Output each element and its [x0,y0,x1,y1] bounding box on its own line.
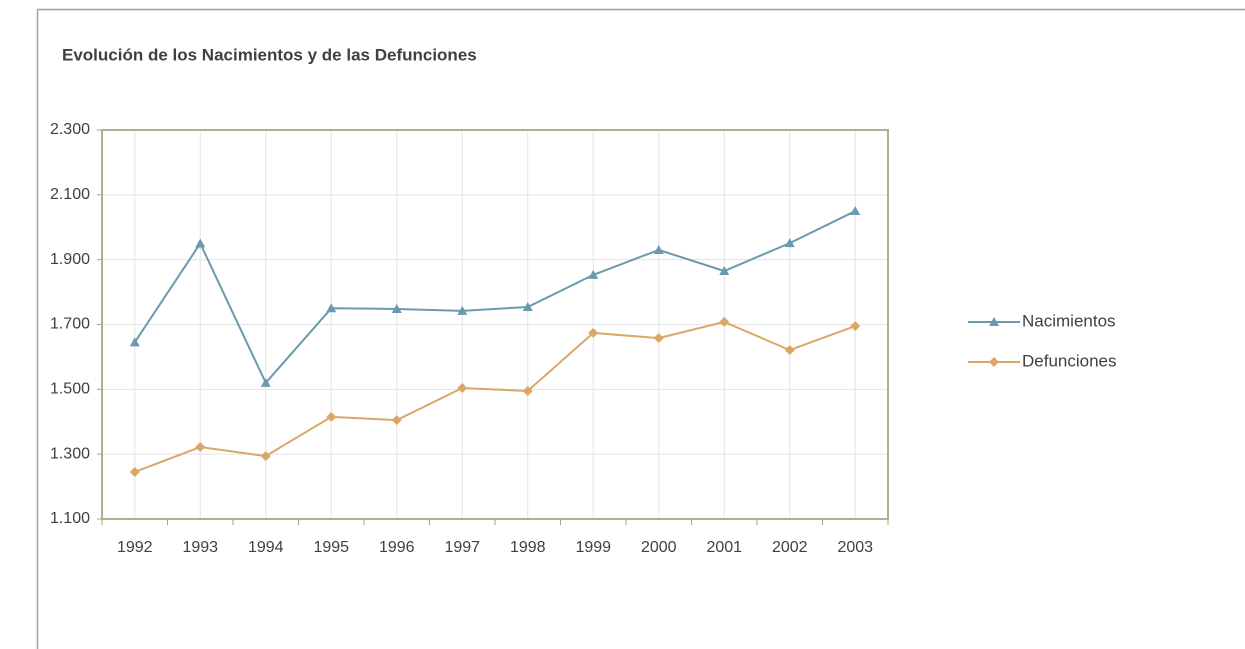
chart-title: Evolución de los Nacimientos y de las De… [62,45,477,64]
marker [522,301,533,311]
marker [653,244,664,254]
y-tick-label: 2.100 [50,186,90,203]
y-tick-label: 1.500 [50,381,90,398]
x-tick-label: 1993 [182,539,218,556]
marker [989,357,999,367]
marker [522,385,533,396]
x-tick-label: 2001 [706,539,742,556]
x-tick-label: 1996 [379,539,415,556]
x-tick-label: 1994 [248,539,284,556]
x-tick-label: 2002 [772,539,808,556]
series-line [134,320,856,473]
y-tick-label: 1.100 [50,510,90,527]
x-tick-label: 2000 [641,539,677,556]
marker [326,303,337,313]
marker [989,317,999,326]
x-tick-label: 1997 [444,539,480,556]
marker [719,266,730,276]
marker [850,321,861,332]
series-line [133,210,856,385]
x-tick-label: 2003 [837,539,873,556]
marker [391,415,402,426]
marker [391,303,402,313]
marker [588,327,599,338]
marker [326,411,337,422]
marker [719,316,730,327]
marker [850,206,861,216]
y-tick-label: 2.300 [50,121,90,138]
x-tick-label: 1992 [117,539,153,556]
legend-label: Defunciones [1022,351,1117,370]
x-tick-label: 1995 [313,539,349,556]
marker [784,345,795,356]
x-tick-label: 1999 [575,539,611,556]
marker [588,269,599,279]
marker [457,383,468,394]
marker [260,377,271,387]
y-tick-label: 1.900 [50,251,90,268]
marker [195,442,206,453]
marker [195,238,206,248]
marker [653,333,664,344]
marker [129,337,140,347]
y-tick-label: 1.300 [50,445,90,462]
marker [784,238,795,248]
y-tick-label: 1.700 [50,316,90,333]
marker [129,466,140,477]
legend-label: Nacimientos [1022,311,1116,330]
marker [457,305,468,315]
plot-area [101,129,889,520]
x-tick-label: 1998 [510,539,546,556]
marker [260,451,271,462]
